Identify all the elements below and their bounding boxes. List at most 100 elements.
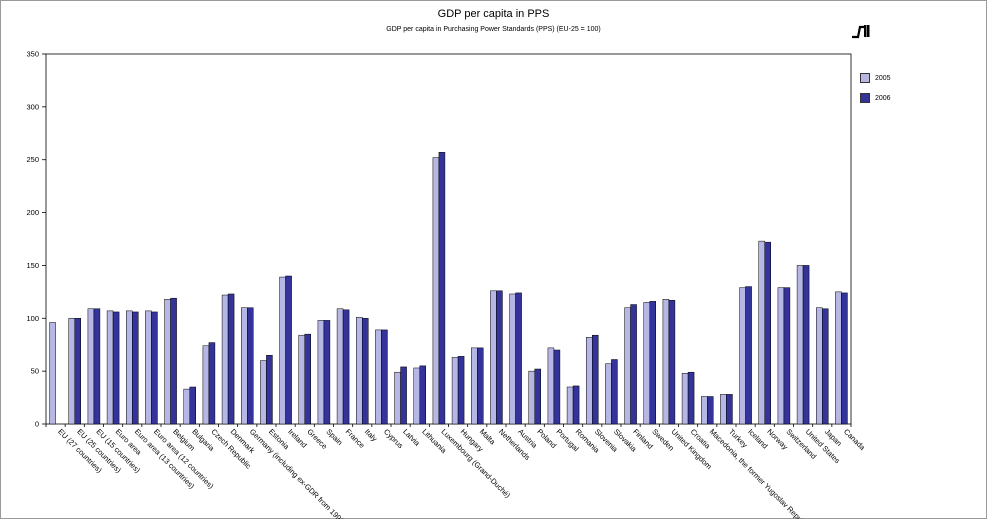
- eurostat-logo-icon: [852, 25, 870, 39]
- bar-2005: [49, 322, 56, 425]
- x-tick-label: Latvia: [401, 427, 422, 448]
- bar-2006: [457, 356, 465, 425]
- chart-legend: 2005 2006: [860, 72, 920, 112]
- bar-2006: [802, 265, 810, 425]
- bar-2006: [534, 368, 541, 425]
- legend-swatch-2006: [860, 93, 870, 103]
- bar-2005: [720, 394, 727, 425]
- bar-2006: [572, 385, 580, 425]
- x-tick-label: Iceland: [746, 427, 769, 450]
- bar-2006: [783, 287, 791, 425]
- bar-2005: [681, 373, 689, 425]
- x-tick-label: Poland: [535, 427, 558, 450]
- y-tick-label: 50: [31, 367, 39, 376]
- bar-2006: [707, 396, 714, 425]
- bar-2006: [227, 293, 235, 425]
- bar-2005: [796, 265, 804, 425]
- bar-2005: [260, 360, 267, 425]
- bar-2006: [170, 297, 177, 425]
- bar-2006: [553, 349, 561, 425]
- bar-2006: [822, 308, 829, 425]
- bar-2006: [764, 241, 771, 425]
- bar-2006: [132, 311, 139, 425]
- legend-item-2006: 2006: [860, 92, 920, 104]
- bar-2006: [592, 334, 599, 425]
- bar-2005: [183, 388, 190, 425]
- bar-2005: [490, 290, 497, 425]
- bar-2005: [126, 310, 133, 425]
- bar-2006: [726, 394, 733, 425]
- bar-2006: [630, 304, 637, 425]
- bar-2005: [298, 334, 305, 425]
- bar-2006: [496, 290, 503, 425]
- bar-2006: [285, 275, 292, 425]
- bar-2006: [515, 292, 522, 425]
- bar-2006: [266, 355, 273, 425]
- bar-2005: [87, 308, 95, 425]
- bar-2005: [317, 320, 325, 425]
- bar-2006: [611, 359, 618, 425]
- bar-2006: [477, 347, 484, 425]
- bar-2005: [279, 276, 286, 425]
- bar-2006: [323, 320, 331, 425]
- bar-2005: [432, 157, 440, 425]
- y-tick-label: 250: [26, 155, 39, 164]
- bar-2006: [362, 318, 369, 425]
- x-tick-label: Italy: [363, 427, 379, 443]
- bar-2006: [400, 366, 407, 425]
- bar-2006: [381, 329, 388, 425]
- plot-area: [45, 53, 852, 425]
- bar-2005: [586, 337, 593, 425]
- y-tick-label: 100: [26, 314, 39, 323]
- chart-subtitle: GDP per capita in Purchasing Power Stand…: [386, 26, 601, 33]
- bar-2006: [151, 311, 158, 425]
- bar-2005: [68, 318, 75, 425]
- bar-2005: [106, 310, 114, 425]
- legend-label-2005: 2005: [875, 74, 891, 82]
- bar-2006: [189, 386, 196, 425]
- y-tick-label: 150: [26, 261, 39, 270]
- x-tick-label: Canada: [842, 427, 868, 453]
- x-tick-label: Greece: [305, 427, 329, 451]
- bar-2005: [356, 316, 363, 425]
- bar-2006: [208, 342, 216, 425]
- chart-title: GDP per capita in PPS: [437, 8, 550, 20]
- x-tick-label: France: [344, 427, 367, 450]
- bar-2006: [419, 365, 426, 425]
- bar-2005: [547, 347, 555, 425]
- bar-2006: [668, 300, 676, 425]
- bar-2005: [643, 302, 650, 425]
- bar-2005: [605, 363, 612, 425]
- bar-2006: [93, 308, 101, 425]
- bar-2005: [777, 287, 785, 425]
- x-axis: EU (27 countries)EU (25 countries)EU (15…: [45, 424, 868, 519]
- bar-2005: [241, 307, 248, 425]
- bar-2005: [816, 307, 823, 425]
- bar-2006: [342, 309, 350, 425]
- x-tick-label: Cyprus: [382, 427, 405, 450]
- bar-2005: [375, 329, 382, 425]
- y-tick-label: 300: [26, 102, 39, 111]
- bar-2006: [304, 333, 311, 425]
- bar-2006: [74, 318, 81, 425]
- bars: [49, 152, 848, 425]
- legend-label-2006: 2006: [875, 94, 891, 102]
- bar-2005: [164, 299, 171, 425]
- bar-2006: [745, 286, 752, 425]
- y-tick-label: 200: [26, 208, 39, 217]
- bar-2005: [471, 347, 478, 425]
- bar-2005: [202, 345, 210, 425]
- bar-2005: [394, 371, 401, 425]
- bar-2006: [841, 292, 848, 425]
- y-axis: 0 50 100 150 200 250 300 350: [26, 50, 46, 429]
- bar-2006: [649, 301, 656, 425]
- legend-item-2005: 2005: [860, 72, 920, 84]
- bar-2006: [112, 311, 120, 425]
- bar-2005: [145, 310, 152, 425]
- bar-2005: [835, 291, 842, 425]
- bar-2005: [662, 299, 670, 425]
- bar-2005: [528, 370, 535, 425]
- bar-2005: [221, 294, 229, 425]
- bar-2005: [566, 386, 574, 425]
